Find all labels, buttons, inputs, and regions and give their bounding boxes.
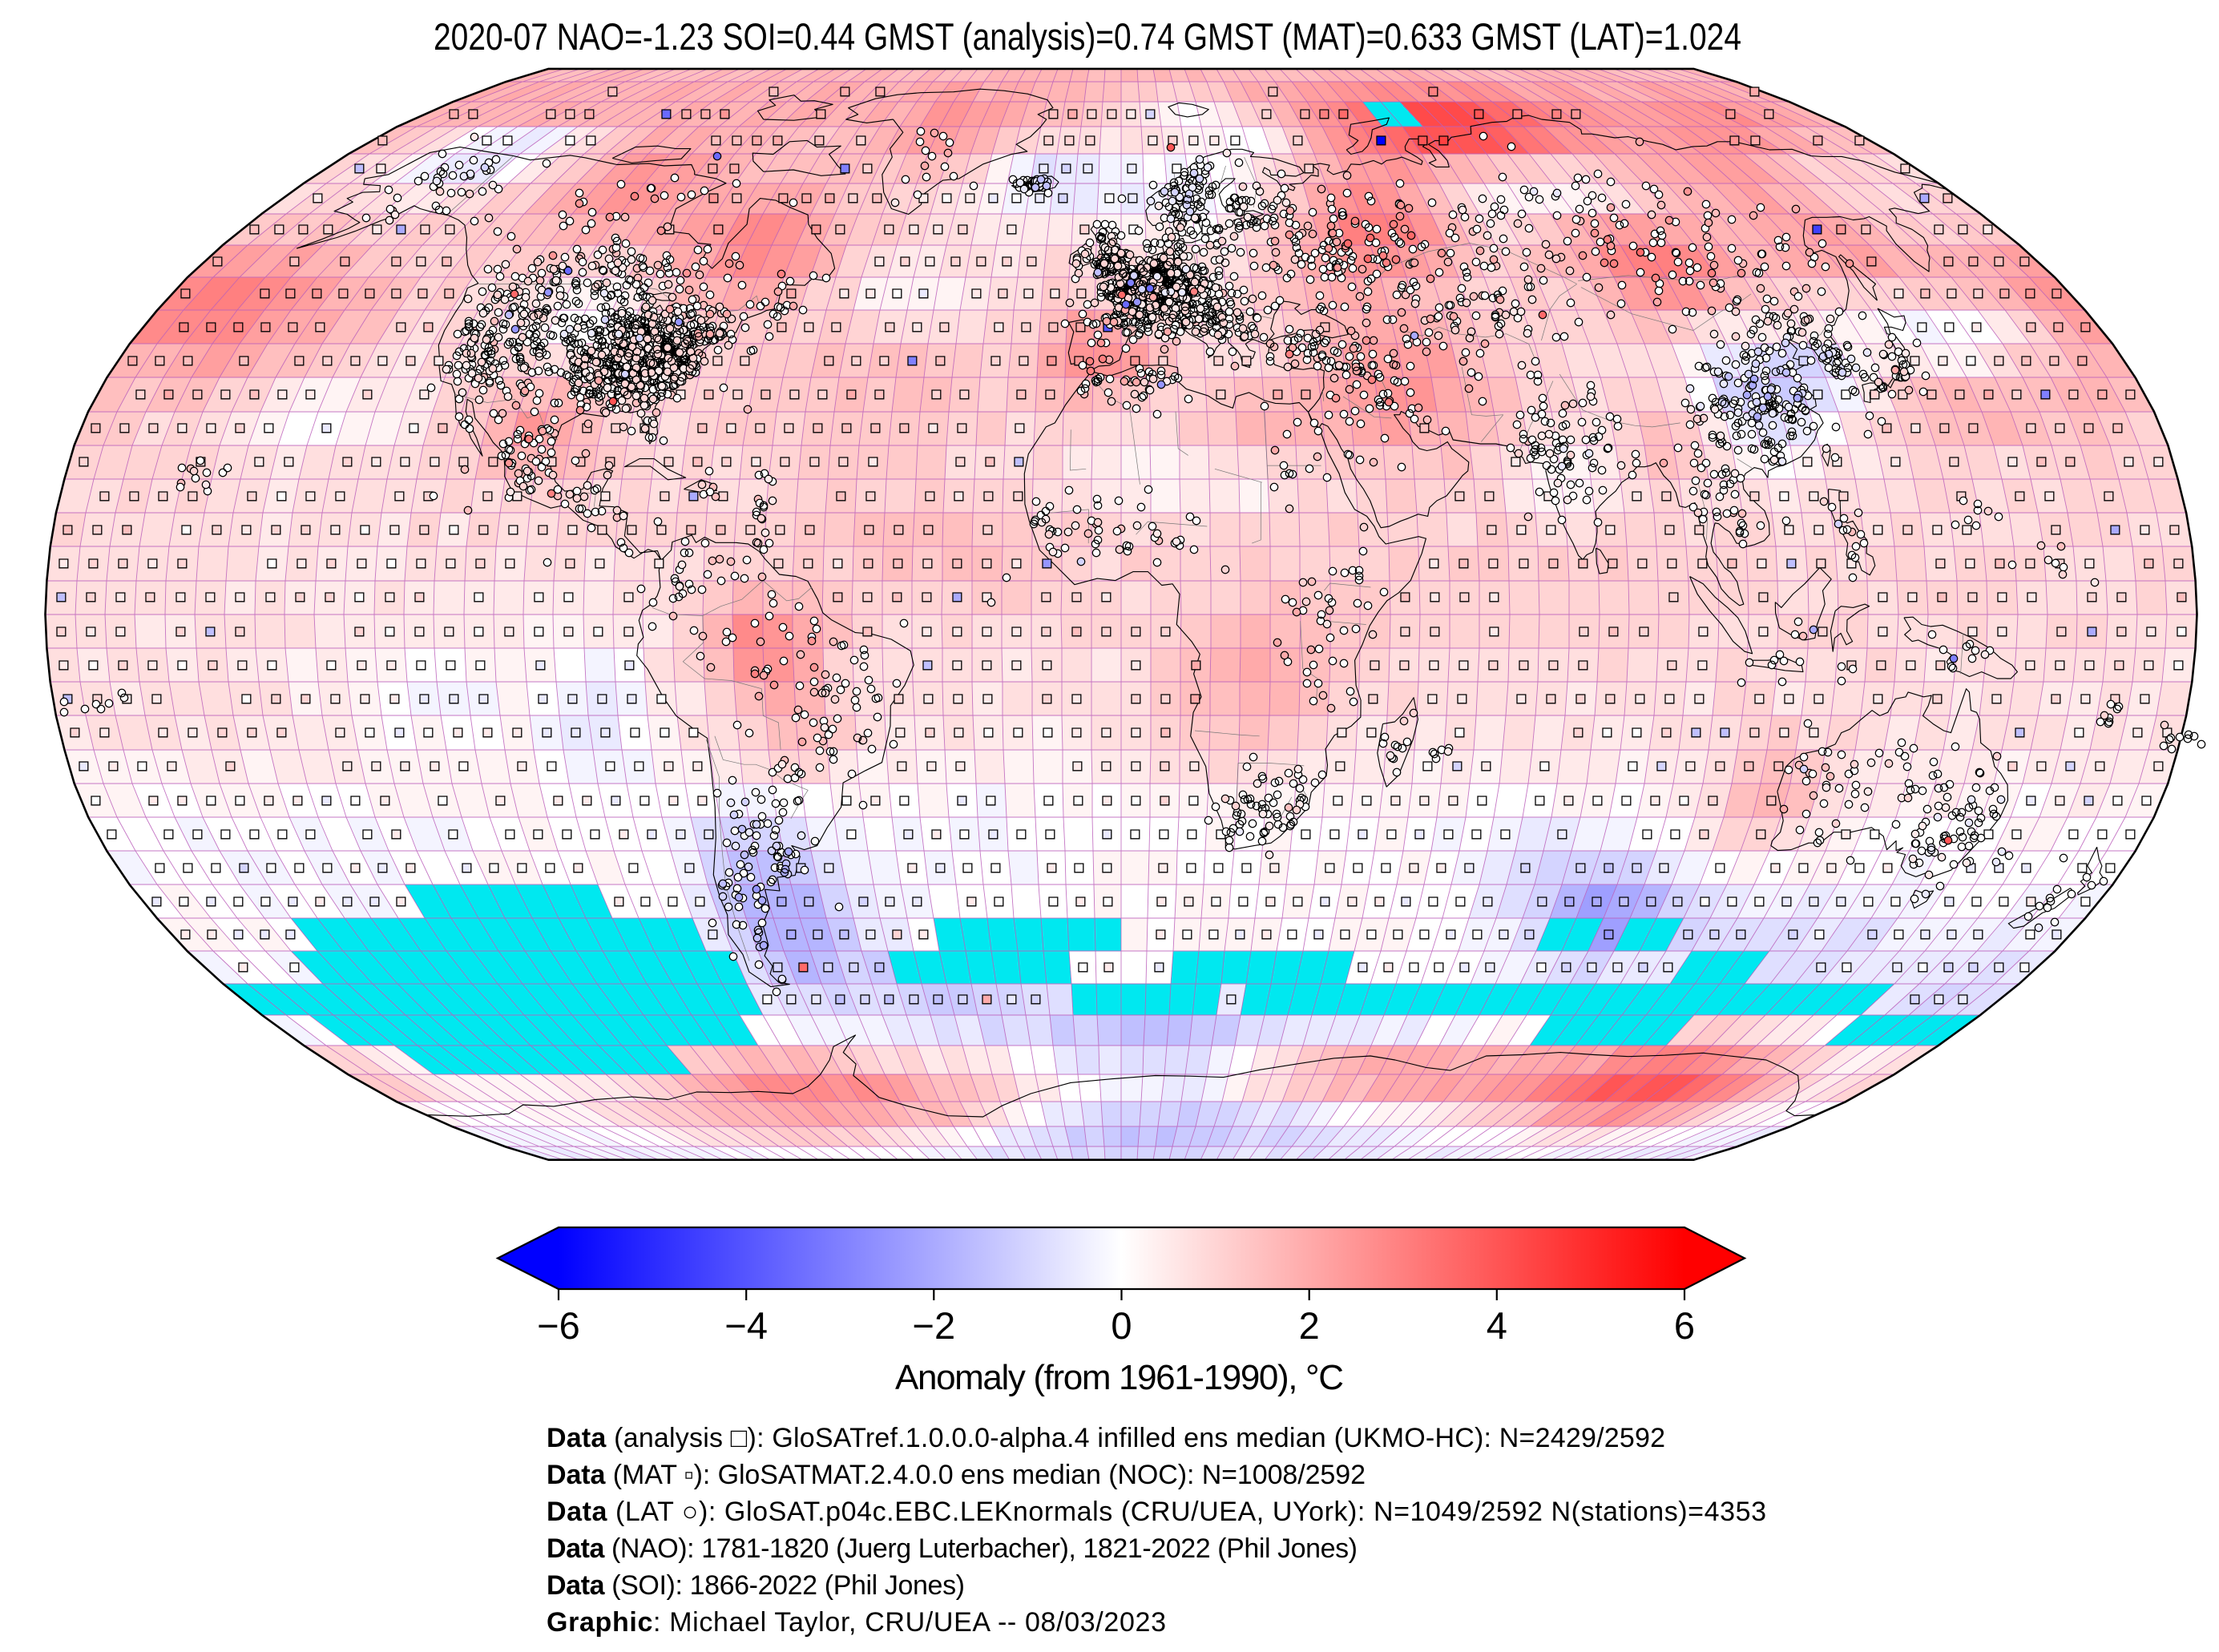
svg-text:Data (LAT ○): GloSAT.p04c.EBC.: Data (LAT ○): GloSAT.p04c.EBC.LEKnormals… [547, 1497, 1766, 1527]
svg-text:Graphic: Michael Taylor, CRU/U: Graphic: Michael Taylor, CRU/UEA -- 08/0… [547, 1607, 1166, 1638]
svg-text:Data (MAT ▫): GloSATMAT.2.4.0.: Data (MAT ▫): GloSATMAT.2.4.0.0 ens medi… [547, 1460, 1366, 1490]
svg-text:Data (NAO): 1781-1820 (Juerg L: Data (NAO): 1781-1820 (Juerg Luterbacher… [547, 1533, 1358, 1564]
svg-text:2020-07 NAO=-1.23 SOI=0.44 GMS: 2020-07 NAO=-1.23 SOI=0.44 GMST (analysi… [434, 15, 1741, 58]
svg-text:Data (SOI): 1866-2022 (Phil Jo: Data (SOI): 1866-2022 (Phil Jones) [547, 1570, 965, 1601]
svg-text:6: 6 [1674, 1304, 1695, 1347]
svg-text:−4: −4 [724, 1304, 768, 1347]
svg-text:−2: −2 [913, 1304, 956, 1347]
svg-text:2: 2 [1299, 1304, 1320, 1347]
svg-text:0: 0 [1111, 1304, 1132, 1347]
svg-text:4: 4 [1487, 1304, 1507, 1347]
svg-text:−6: −6 [537, 1304, 580, 1347]
svg-text:Data (analysis □): GloSATref.1: Data (analysis □): GloSATref.1.0.0.0-alp… [547, 1423, 1665, 1453]
svg-text:Anomaly (from 1961-1990), °C: Anomaly (from 1961-1990), °C [895, 1358, 1344, 1397]
